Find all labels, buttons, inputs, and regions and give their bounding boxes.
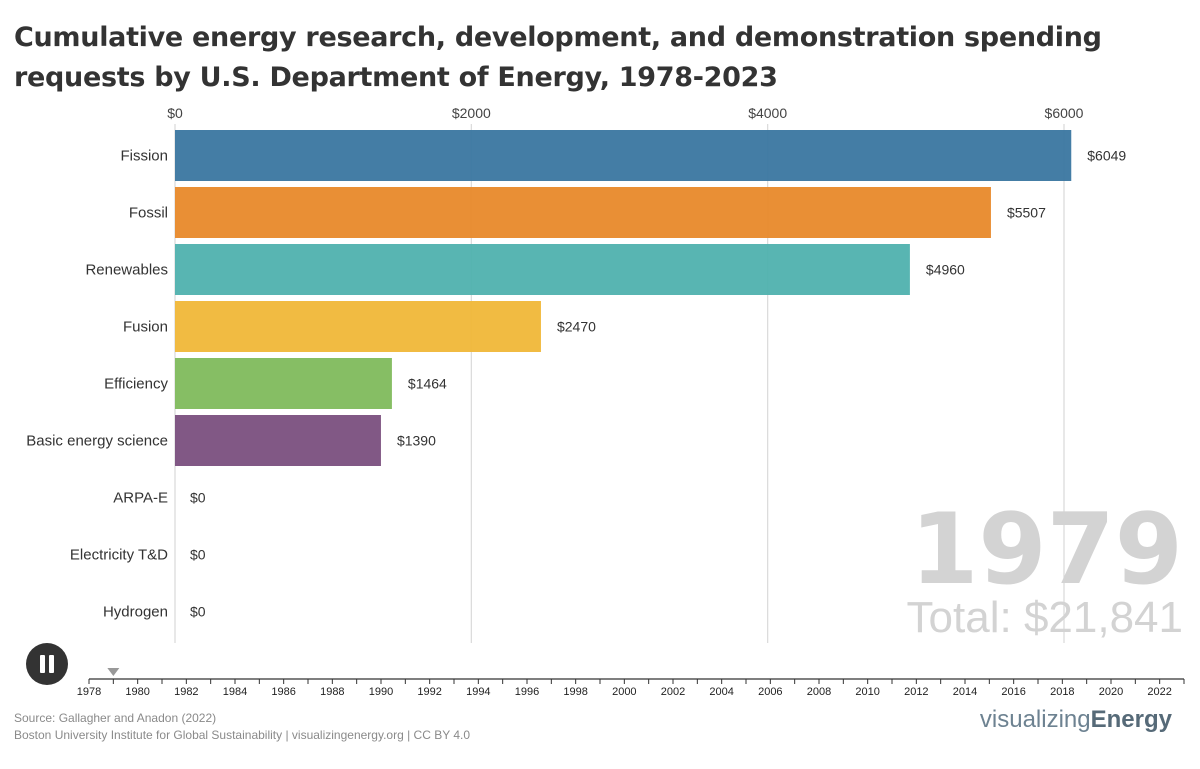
- footer-source: Source: Gallagher and Anadon (2022) Bost…: [14, 710, 470, 744]
- value-label: $0: [190, 490, 206, 506]
- pause-button[interactable]: [26, 643, 68, 685]
- brand-bold: Energy: [1090, 706, 1172, 733]
- value-label: $2470: [557, 319, 596, 335]
- timeline-label: 1998: [563, 686, 587, 698]
- value-label: $0: [190, 547, 206, 563]
- brand-logo[interactable]: visualizingEnergy: [980, 706, 1172, 734]
- bar: [175, 130, 1072, 181]
- timeline-label: 2008: [807, 686, 831, 698]
- category-label: Fossil: [129, 205, 168, 222]
- category-label: Efficiency: [104, 376, 168, 393]
- timeline-label: 2020: [1099, 686, 1123, 698]
- bars: [175, 130, 1072, 466]
- value-label: $0: [190, 604, 206, 620]
- timeline-label: 2004: [709, 686, 733, 698]
- timeline-label: 2012: [904, 686, 928, 698]
- timeline-label: 2016: [1001, 686, 1025, 698]
- bar: [175, 187, 991, 238]
- timeline-label: 2000: [612, 686, 636, 698]
- bar: [175, 301, 541, 352]
- bar: [175, 244, 910, 295]
- x-tick-label: $6000: [1045, 105, 1084, 121]
- timeline-label: 1980: [125, 686, 149, 698]
- category-label: Electricity T&D: [70, 547, 168, 564]
- category-label: Fission: [120, 148, 168, 165]
- category-label: Renewables: [85, 262, 168, 279]
- value-label: $6049: [1087, 148, 1126, 164]
- bar: [175, 415, 381, 466]
- timeline: 1978 1980 1982 1984 1986 1988 1990 1992 1994 1996…: [77, 668, 1185, 698]
- category-label: Hydrogen: [103, 604, 168, 621]
- timeline-label: 2006: [758, 686, 782, 698]
- timeline-label: 1982: [174, 686, 198, 698]
- x-tick-label: $4000: [748, 105, 787, 121]
- timeline-handle[interactable]: [107, 668, 120, 676]
- timeline-label: 1988: [320, 686, 344, 698]
- timeline-label: 1986: [271, 686, 295, 698]
- credit-text: Boston University Institute for Global S…: [14, 728, 471, 742]
- chart-title: Cumulative energy research, development,…: [14, 22, 1102, 93]
- timeline-label: 1984: [223, 686, 247, 698]
- value-label: $1464: [408, 376, 447, 392]
- category-label: Basic energy science: [26, 433, 168, 450]
- category-label: Fusion: [123, 319, 168, 336]
- value-label: $4960: [926, 262, 965, 278]
- x-tick-label: $2000: [452, 105, 491, 121]
- total-label: Total: $21,841: [907, 593, 1183, 642]
- x-tick-label: $0: [167, 105, 183, 121]
- current-year: 1979: [910, 493, 1183, 607]
- timeline-label: 2022: [1147, 686, 1171, 698]
- value-label: $1390: [397, 433, 436, 449]
- timeline-label: 1996: [515, 686, 539, 698]
- timeline-label: 1978: [77, 686, 101, 698]
- source-text: Source: Gallagher and Anadon (2022): [14, 711, 217, 725]
- labels: $0 $2000 $4000 $6000 Fission $6049 Fossil $5507…: [26, 105, 1126, 621]
- timeline-label: 2018: [1050, 686, 1074, 698]
- timeline-label: 1992: [417, 686, 441, 698]
- timeline-label: 2010: [855, 686, 879, 698]
- timeline-label: 1990: [369, 686, 393, 698]
- value-label: $5507: [1007, 205, 1046, 221]
- brand-light: visualizing: [979, 706, 1091, 733]
- timeline-label: 1994: [466, 686, 490, 698]
- timeline-label: 2014: [953, 686, 977, 698]
- bar: [175, 358, 392, 409]
- category-label: ARPA-E: [113, 490, 168, 507]
- pause-icon: [40, 655, 45, 673]
- timeline-label: 2002: [661, 686, 685, 698]
